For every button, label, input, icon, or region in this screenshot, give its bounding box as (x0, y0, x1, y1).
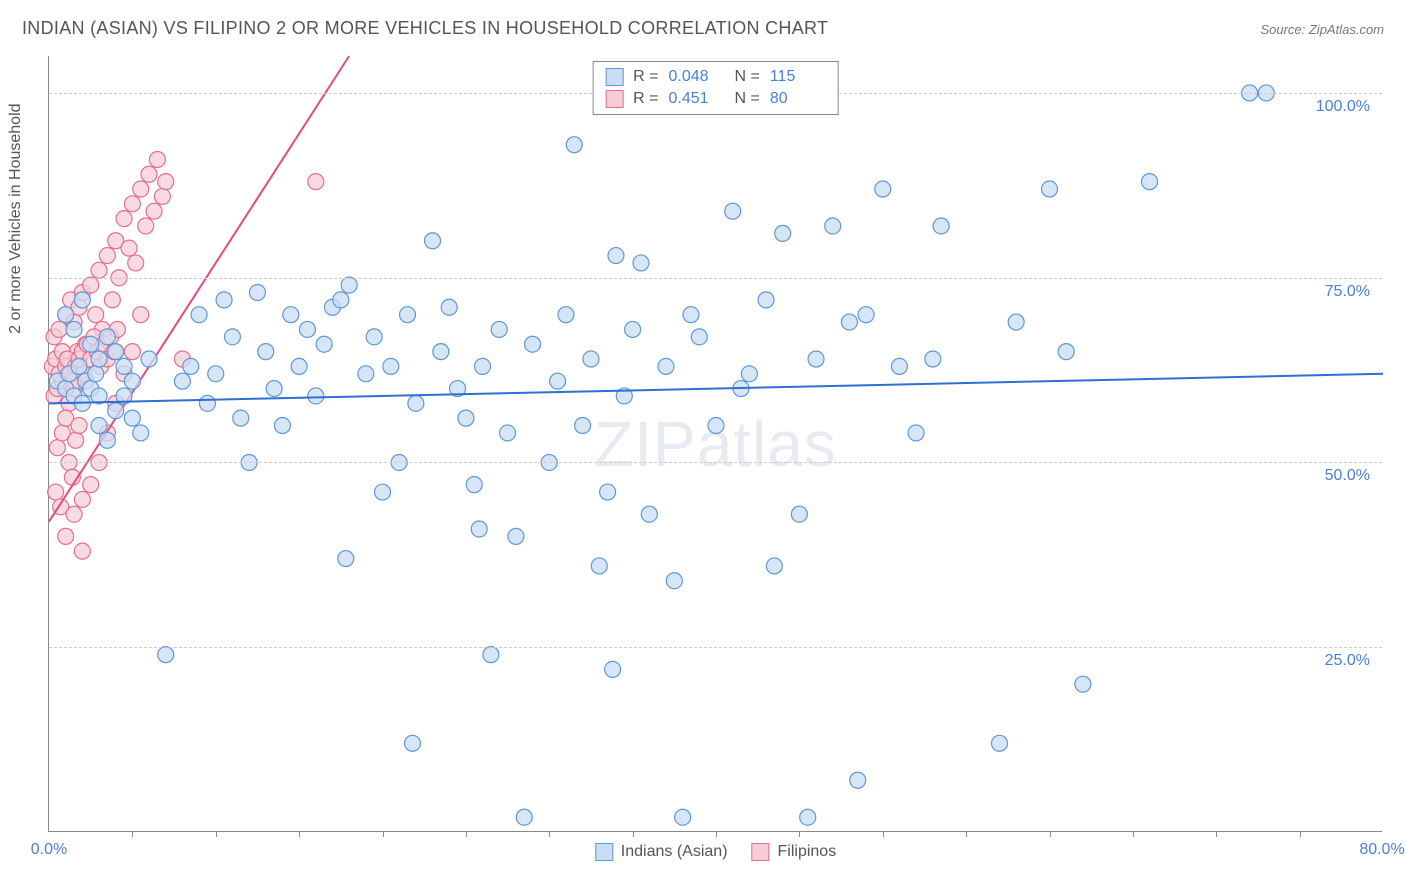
legend-item-indian: Indians (Asian) (595, 843, 728, 861)
x-tick-mark (1133, 831, 1134, 837)
x-tick-mark (799, 831, 800, 837)
gridline-h (49, 462, 1382, 463)
x-tick-mark (1216, 831, 1217, 837)
swatch-filipino-icon (605, 90, 623, 108)
gridline-h (49, 278, 1382, 279)
y-tick-label: 75.0% (1325, 283, 1370, 301)
x-tick-mark (549, 831, 550, 837)
y-tick-label: 100.0% (1316, 98, 1370, 116)
swatch-indian-icon (595, 843, 613, 861)
legend-item-filipino: Filipinos (752, 843, 837, 861)
n-value-indian: 115 (770, 68, 826, 86)
chart-title: INDIAN (ASIAN) VS FILIPINO 2 OR MORE VEH… (22, 18, 828, 39)
series-label-filipino: Filipinos (778, 843, 837, 861)
r-label: R = (633, 90, 658, 108)
y-tick-label: 25.0% (1325, 652, 1370, 670)
r-value-indian: 0.048 (669, 68, 725, 86)
x-tick-min: 0.0% (31, 841, 67, 859)
x-tick-max: 80.0% (1359, 841, 1404, 859)
source-credit: Source: ZipAtlas.com (1260, 22, 1384, 37)
x-tick-mark (966, 831, 967, 837)
n-label: N = (735, 68, 760, 86)
legend-stats-box: R = 0.048 N = 115 R = 0.451 N = 80 (592, 61, 839, 115)
legend-stats-row-filipino: R = 0.451 N = 80 (605, 88, 826, 110)
scatter-plot-svg (49, 56, 1382, 831)
x-tick-mark (1300, 831, 1301, 837)
n-label: N = (735, 90, 760, 108)
series-label-indian: Indians (Asian) (621, 843, 728, 861)
legend-series-box: Indians (Asian) Filipinos (595, 843, 836, 861)
legend-stats-row-indian: R = 0.048 N = 115 (605, 66, 826, 88)
gridline-h (49, 647, 1382, 648)
x-tick-mark (216, 831, 217, 837)
chart-plot-area: ZIPatlas R = 0.048 N = 115 R = 0.451 N =… (48, 56, 1382, 832)
x-tick-mark (466, 831, 467, 837)
y-axis-label: 2 or more Vehicles in Household (7, 103, 25, 333)
x-tick-mark (299, 831, 300, 837)
x-tick-mark (383, 831, 384, 837)
n-value-filipino: 80 (770, 90, 826, 108)
swatch-filipino-icon (752, 843, 770, 861)
swatch-indian-icon (605, 68, 623, 86)
x-tick-mark (716, 831, 717, 837)
r-label: R = (633, 68, 658, 86)
x-tick-mark (883, 831, 884, 837)
x-tick-mark (633, 831, 634, 837)
x-tick-mark (132, 831, 133, 837)
r-value-filipino: 0.451 (669, 90, 725, 108)
x-tick-mark (1050, 831, 1051, 837)
y-tick-label: 50.0% (1325, 467, 1370, 485)
